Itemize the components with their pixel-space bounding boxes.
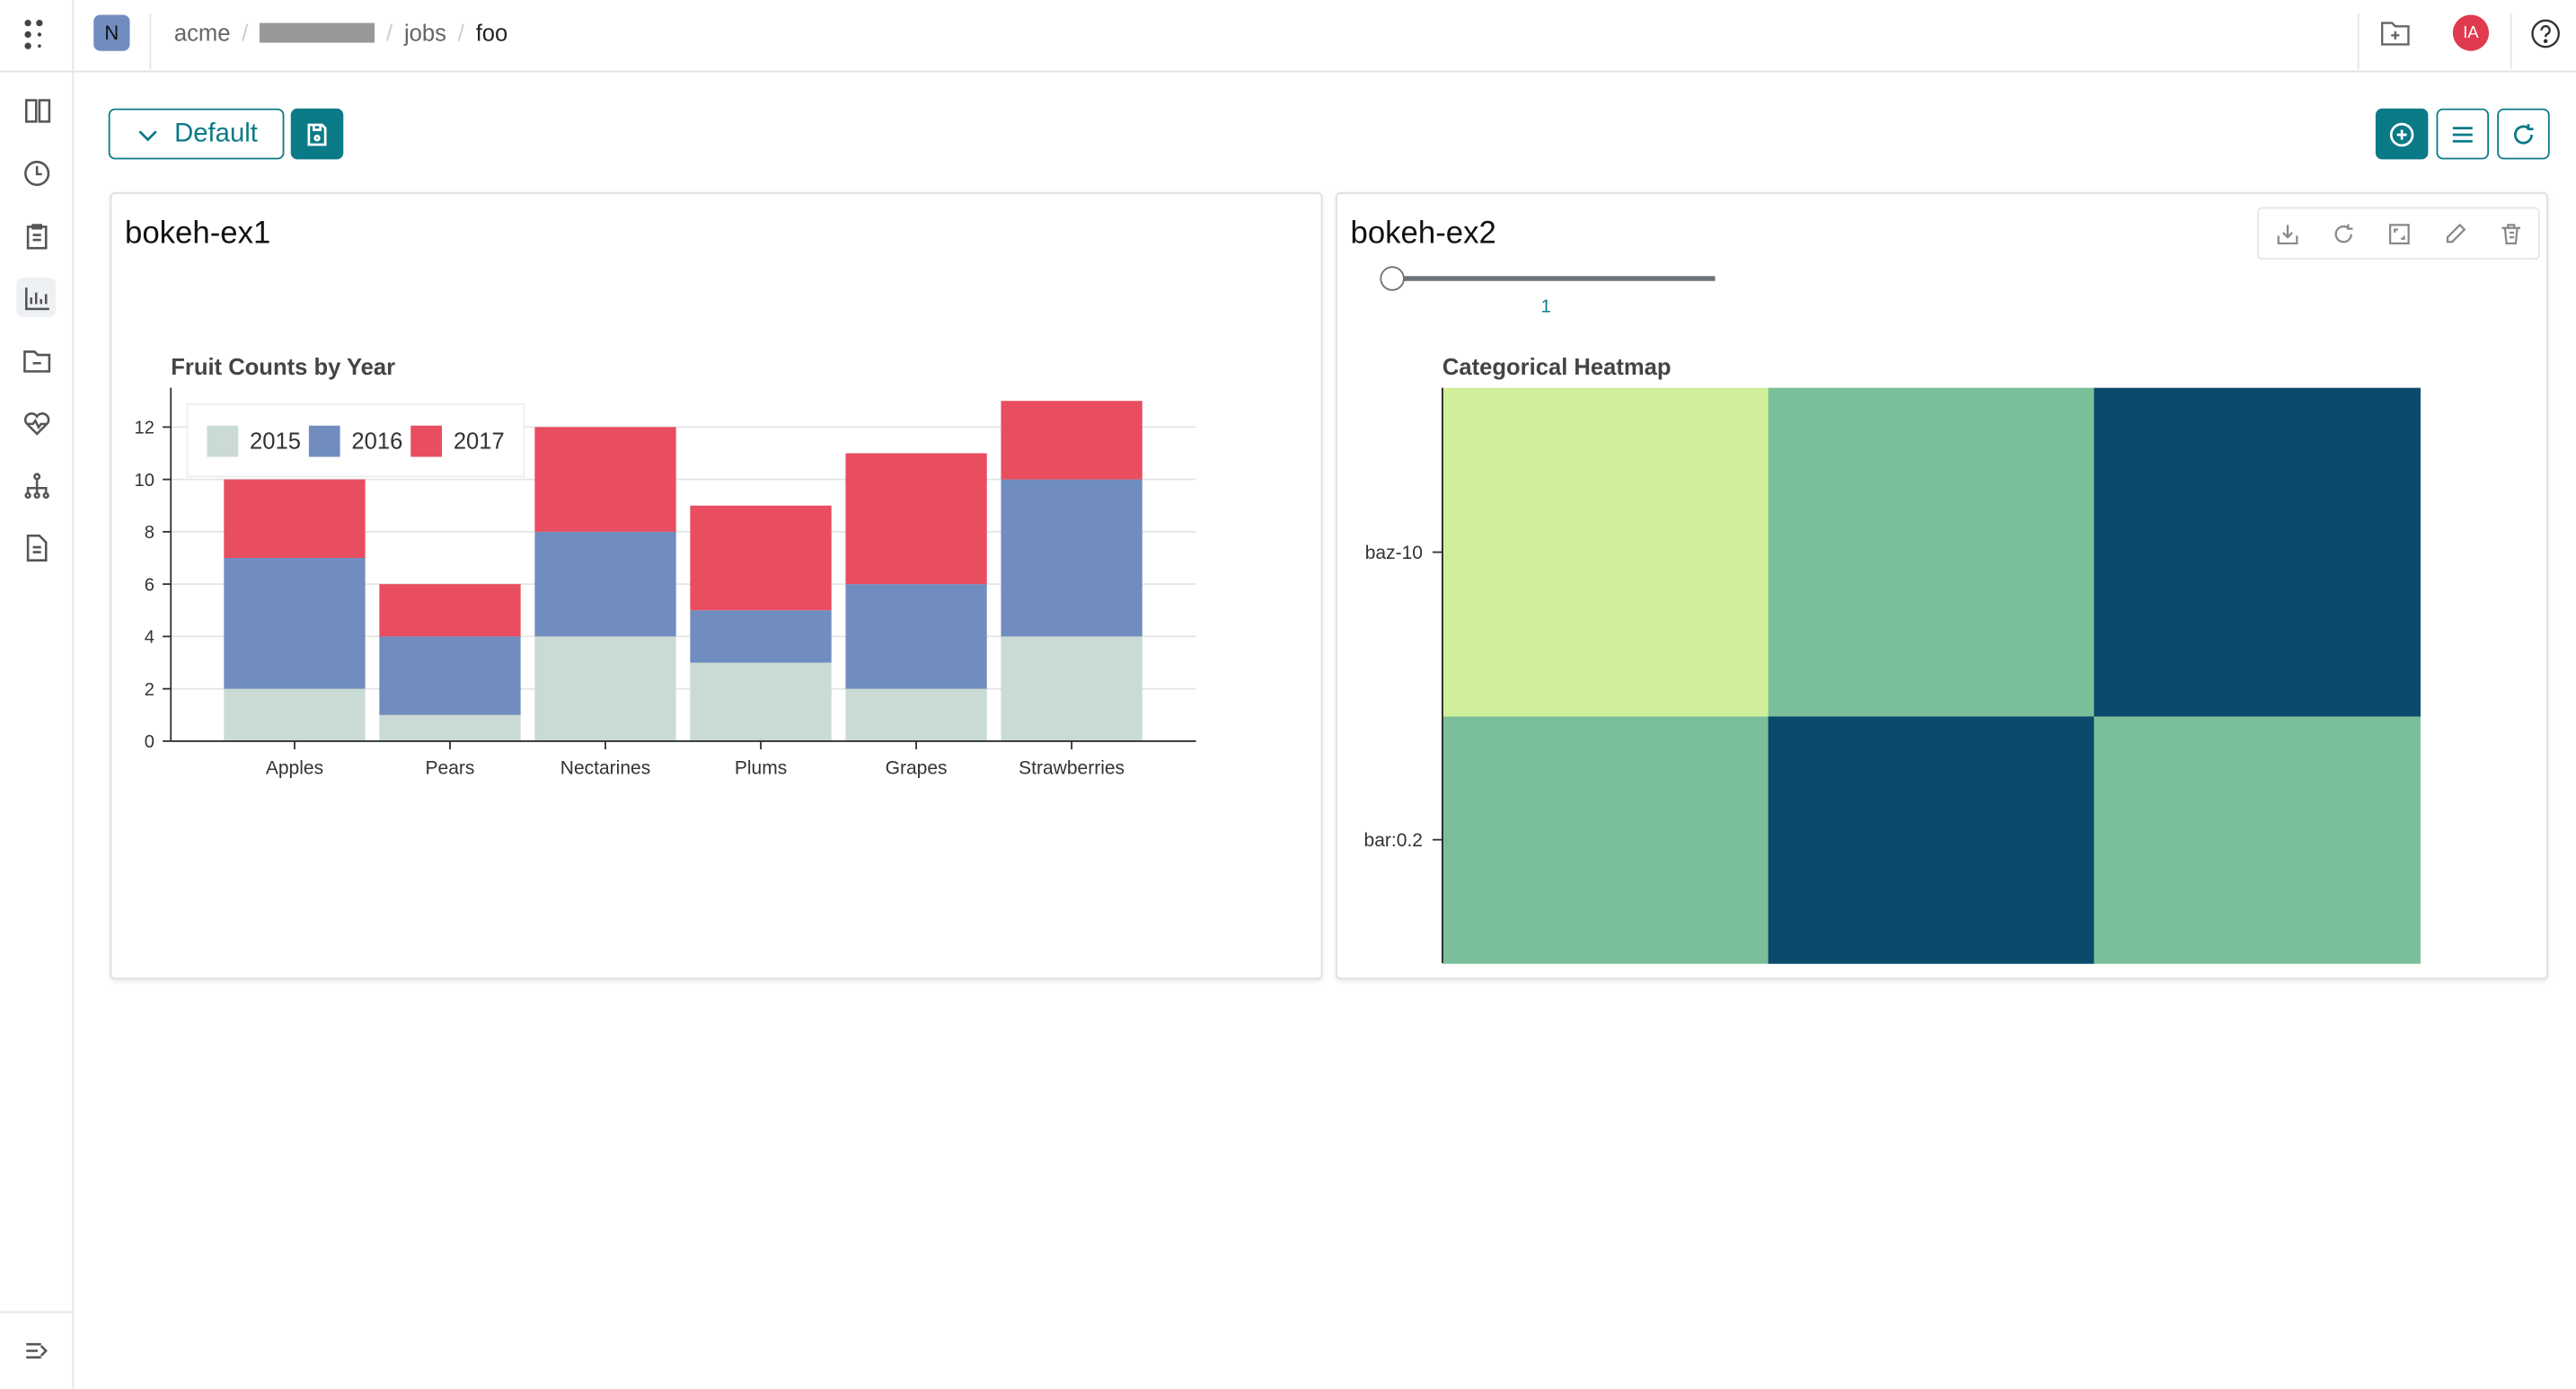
redacted-project[interactable] <box>260 22 375 43</box>
apps-menu-icon[interactable] <box>23 18 47 51</box>
chevron-down-icon <box>138 129 157 141</box>
legend-label: 2016 <box>351 429 402 454</box>
sidebar <box>0 72 75 1389</box>
user-avatar[interactable]: IA <box>2452 14 2490 51</box>
bar-2017-plums <box>690 505 832 611</box>
heatmap-cell <box>2094 716 2421 964</box>
plus-circle-icon <box>2389 121 2414 146</box>
refresh-button[interactable] <box>2497 108 2550 160</box>
slider-handle[interactable] <box>1380 266 1405 291</box>
save-view-button[interactable] <box>290 108 344 160</box>
panel-bokeh-ex1: bokeh-ex1 Fruit Counts by Year 0 2 4 6 8 10 12 A… <box>110 192 1323 980</box>
bar-2016-apples <box>224 558 366 689</box>
panels-icon[interactable] <box>16 91 56 130</box>
bar-2017-pears <box>379 584 521 637</box>
help-icon[interactable] <box>2530 18 2562 58</box>
heatmap-chart: Categorical Heatmap baz-10 bar:0.2 <box>1364 355 2421 964</box>
breadcrumb-jobs[interactable]: jobs <box>403 19 446 47</box>
y-tick-label: 12 <box>135 419 154 438</box>
save-icon <box>307 122 327 146</box>
folder-add-icon[interactable] <box>2380 20 2410 54</box>
top-bar: N acme / / jobs / foo IA <box>0 0 2576 73</box>
heatmap-cell <box>1768 716 2095 964</box>
refresh-icon[interactable] <box>2331 221 2355 245</box>
edit-pencil-icon[interactable] <box>2442 221 2466 245</box>
panel-title: bokeh-ex1 <box>125 217 271 252</box>
bar-2015-pears <box>379 714 521 741</box>
bar-2016-nectarines <box>534 531 676 637</box>
bar-2015-nectarines <box>534 636 676 741</box>
heatmap-cell <box>2094 387 2421 718</box>
bar-2017-grapes <box>845 453 987 585</box>
list-view-button[interactable] <box>2436 108 2490 160</box>
bar-2016-strawberries <box>1001 479 1142 637</box>
heatmap-cell <box>1442 387 1769 718</box>
y-tick-label: 6 <box>145 575 154 595</box>
download-icon[interactable] <box>2274 221 2298 245</box>
fullscreen-icon[interactable] <box>2386 221 2411 245</box>
x-tick-label: Pears <box>426 757 475 778</box>
slider-value: 1 <box>1540 297 1551 318</box>
health-icon[interactable] <box>16 403 56 442</box>
bar-2015-strawberries <box>1001 636 1142 741</box>
breadcrumb-foo: foo <box>475 19 508 47</box>
y-tick-label: 4 <box>145 628 154 648</box>
y-tick-label: 10 <box>135 471 154 491</box>
add-panel-button[interactable] <box>2375 108 2429 160</box>
y-tick-label: baz-10 <box>1365 543 1423 563</box>
view-selector-dropdown[interactable]: Default <box>108 108 285 160</box>
slider[interactable] <box>1380 266 1718 292</box>
chart-title: Fruit Counts by Year <box>171 355 395 380</box>
trash-icon[interactable] <box>2498 221 2522 245</box>
heatmap-cell <box>1442 716 1769 964</box>
stacked-bar-chart: Fruit Counts by Year 0 2 4 6 8 10 12 Apples Pears… <box>135 355 1196 778</box>
x-tick-label: Strawberries <box>1019 757 1125 778</box>
legend-swatch <box>207 425 239 457</box>
heatmap-cell <box>1768 387 2095 718</box>
document-icon[interactable] <box>16 527 56 567</box>
legend-swatch <box>308 425 340 457</box>
bar-2015-plums <box>690 662 832 741</box>
bar-2016-pears <box>379 636 521 715</box>
clipboard-icon[interactable] <box>16 216 56 255</box>
bar-2016-grapes <box>845 584 987 689</box>
view-name: Default <box>174 119 258 147</box>
y-tick-label: 8 <box>145 523 154 543</box>
hierarchy-icon[interactable] <box>16 465 56 505</box>
y-tick-label: 0 <box>145 732 154 752</box>
org-avatar[interactable]: N <box>93 14 130 51</box>
legend-box <box>186 403 525 478</box>
x-tick-label: Grapes <box>886 757 948 778</box>
history-clock-icon[interactable] <box>16 153 56 192</box>
x-tick-label: Nectarines <box>560 757 650 778</box>
breadcrumb-acme[interactable]: acme <box>173 19 231 47</box>
charts-icon[interactable] <box>16 278 57 318</box>
slider-track[interactable] <box>1393 276 1716 281</box>
refresh-icon <box>2513 123 2534 144</box>
x-tick-label: Plums <box>735 757 787 778</box>
bar-2016-plums <box>690 610 832 663</box>
legend-label: 2017 <box>454 429 505 454</box>
breadcrumb: acme / / jobs / foo <box>173 19 508 47</box>
bar-2017-apples <box>224 479 366 559</box>
y-tick-label: 2 <box>145 680 154 700</box>
menu-icon <box>2452 126 2473 142</box>
bar-2015-grapes <box>845 688 987 741</box>
panel-title: bokeh-ex2 <box>1350 217 1496 252</box>
bar-2017-nectarines <box>534 427 676 532</box>
expand-sidebar-icon[interactable] <box>16 1330 56 1369</box>
bar-2015-apples <box>224 688 366 741</box>
panel-toolbox <box>2257 207 2540 260</box>
bar-2017-strawberries <box>1001 401 1142 480</box>
legend-label: 2015 <box>250 429 301 454</box>
chart-title: Categorical Heatmap <box>1442 355 1672 380</box>
legend-swatch <box>410 425 443 457</box>
folder-icon[interactable] <box>16 341 56 380</box>
panel-bokeh-ex2: bokeh-ex2 1 Categorical Heatmap baz-10 bar… <box>1336 192 2548 980</box>
y-tick-label: bar:0.2 <box>1364 830 1423 851</box>
x-tick-label: Apples <box>266 757 323 778</box>
